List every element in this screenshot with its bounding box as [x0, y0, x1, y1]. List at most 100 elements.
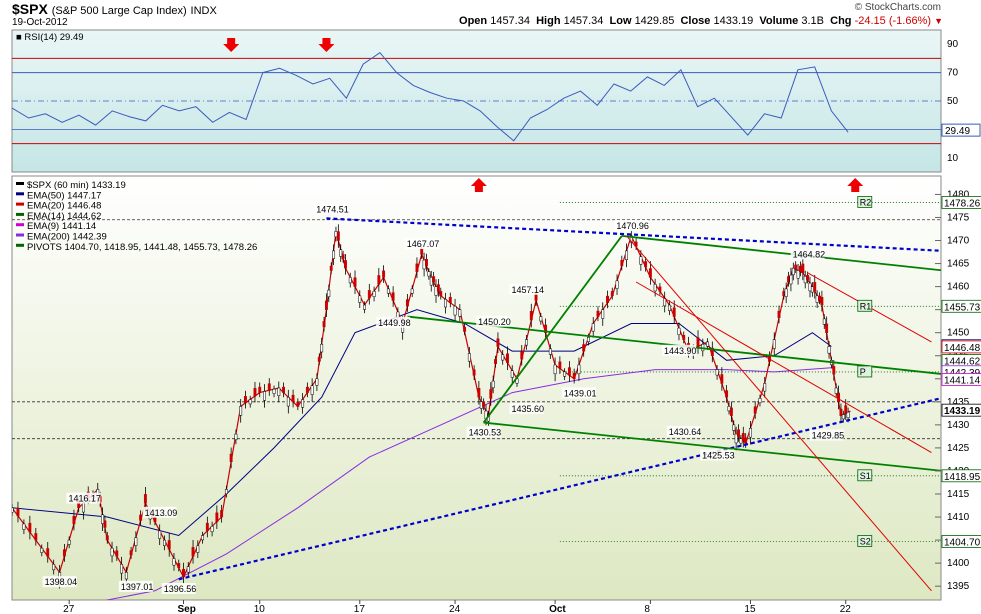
candle-body	[420, 248, 424, 255]
candle-body	[322, 321, 326, 328]
candle-body	[234, 433, 238, 440]
svg-text:29.49: 29.49	[945, 126, 970, 137]
candle-body	[332, 250, 336, 259]
candle-body	[72, 515, 76, 525]
candle-body	[744, 437, 748, 444]
open-value: 1457.34	[490, 15, 530, 27]
candle-body	[422, 259, 426, 270]
candle-body	[501, 354, 505, 361]
candle-body	[639, 256, 643, 265]
trendline	[635, 281, 932, 453]
candle-body	[239, 406, 243, 416]
candle-body	[301, 399, 305, 408]
candle-body	[653, 284, 657, 292]
candle-body	[436, 284, 440, 292]
candle-body	[353, 277, 357, 287]
candle-body	[267, 383, 271, 391]
candle-body	[167, 540, 171, 550]
x-tick-label: 10	[254, 604, 266, 614]
candle-body	[67, 539, 71, 545]
ohlc-summary: Open 1457.34 High 1457.34 Low 1429.85 Cl…	[459, 15, 943, 27]
open-label: Open	[459, 15, 488, 27]
candle-body	[820, 297, 824, 306]
candle-body	[391, 292, 395, 301]
candle-body	[341, 254, 345, 260]
candle-body	[727, 406, 731, 412]
candle-body	[339, 249, 343, 257]
candle-body	[358, 295, 362, 303]
chart-date: 19-Oct-2012	[12, 17, 68, 28]
candle-body	[789, 274, 793, 285]
svg-text:1474.51: 1474.51	[316, 205, 349, 215]
svg-text:1416.17: 1416.17	[68, 494, 101, 504]
candle-body	[841, 414, 845, 420]
svg-text:S1: S1	[860, 471, 871, 481]
candle-body	[834, 387, 838, 394]
svg-text:1435.60: 1435.60	[512, 404, 545, 414]
candle-body	[427, 271, 431, 277]
candle-body	[477, 388, 481, 398]
candle-body	[324, 300, 328, 310]
chart-header: $SPX (S&P 500 Large Cap Index) INDX 19-O…	[0, 0, 981, 30]
price-annotation: 1430.53	[466, 426, 501, 438]
rsi-tick-label: 90	[947, 39, 959, 50]
x-tick-label: 15	[744, 604, 756, 614]
candle-body	[348, 277, 352, 284]
candle-body	[577, 364, 581, 375]
candle-body	[22, 523, 26, 530]
candle-body	[46, 548, 50, 557]
svg-text:1478.26: 1478.26	[944, 198, 981, 209]
price-tick-label: 1435	[947, 397, 970, 408]
svg-text:1439.01: 1439.01	[564, 388, 597, 398]
ema200-line	[104, 367, 832, 600]
candle-body	[286, 396, 290, 407]
legend-entry: PIVOTS 1404.70, 1418.95, 1441.48, 1455.7…	[16, 242, 257, 253]
price-tick-label: 1415	[947, 489, 970, 500]
candle-body	[363, 304, 366, 310]
candle-body	[784, 288, 788, 297]
svg-text:1467.07: 1467.07	[407, 239, 440, 249]
candle-body	[801, 263, 805, 274]
candle-body	[482, 401, 486, 407]
price-tick-label: 1470	[947, 236, 970, 247]
candle-body	[115, 550, 119, 557]
x-tick-label: Oct	[549, 604, 566, 614]
candle-body	[432, 276, 436, 283]
rsi-label: ■ RSI(14) 29.49	[16, 32, 84, 43]
price-annotation: 1450.20	[476, 315, 511, 327]
candle-body	[143, 494, 147, 504]
price-annotation: 1396.56	[161, 582, 196, 594]
candle-body	[201, 535, 205, 541]
down-triangle-icon: ▼	[934, 16, 943, 26]
candle-body	[182, 568, 185, 578]
candle-body	[40, 547, 44, 553]
chg-label: Chg	[830, 15, 852, 27]
candle-body	[758, 398, 762, 404]
candle-body	[134, 537, 138, 546]
candle-body	[124, 572, 128, 580]
candle-body	[548, 348, 552, 355]
svg-text:1444.62: 1444.62	[944, 356, 981, 367]
legend-entry: EMA(50) 1447.17	[16, 190, 101, 201]
candle-body	[787, 276, 790, 283]
candle-body	[396, 311, 400, 318]
candle-body	[463, 326, 467, 332]
rsi-current-tag: 29.49	[941, 123, 981, 137]
price-annotation: 1413.09	[142, 506, 177, 518]
trendline	[483, 421, 941, 472]
candle-body	[34, 533, 38, 541]
candle-body	[263, 391, 266, 401]
red-down-arrow-icon	[223, 38, 240, 52]
candle-body	[563, 371, 567, 377]
candle-body	[591, 323, 595, 332]
candle-body	[415, 263, 419, 272]
candle-body	[567, 367, 571, 376]
candle-body	[329, 265, 333, 271]
symbol-title: $SPX (S&P 500 Large Cap Index) INDX	[12, 1, 217, 17]
svg-text:EMA(200) 1442.39: EMA(200) 1442.39	[27, 232, 107, 243]
candle-body	[296, 401, 300, 407]
candle-body	[310, 385, 314, 395]
candle-body	[327, 289, 331, 297]
candle-body	[367, 290, 371, 299]
candle-body	[429, 277, 433, 286]
